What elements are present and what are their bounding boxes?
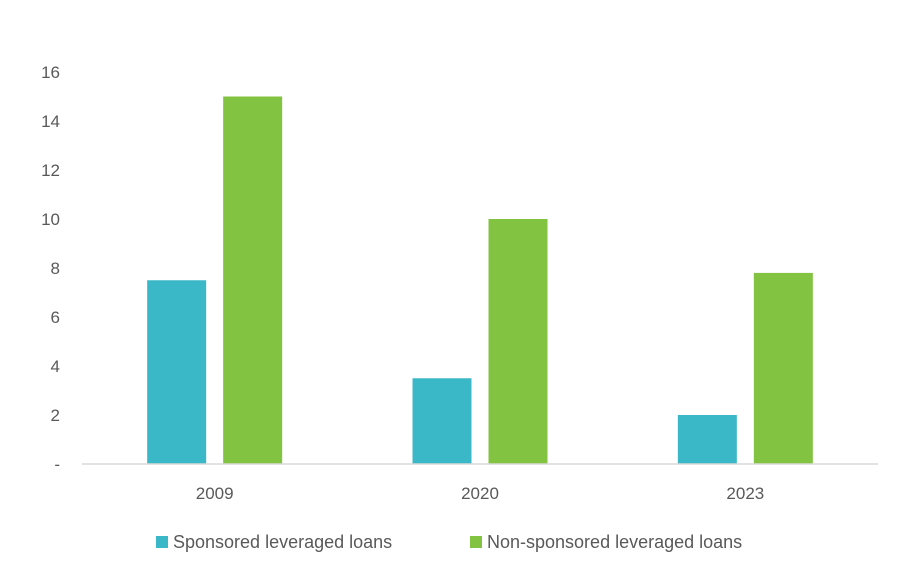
y-tick-label: 14 [41, 112, 60, 131]
y-axis-ticks: - 2 4 6 8 10 12 14 16 [41, 63, 60, 474]
x-tick-label: 2023 [726, 484, 764, 503]
bar [147, 280, 207, 464]
x-tick-label: 2020 [461, 484, 499, 503]
y-tick-label: 2 [51, 406, 60, 425]
bar [753, 272, 813, 464]
bar [677, 415, 737, 464]
bar [412, 378, 472, 464]
y-tick-label: 12 [41, 161, 60, 180]
legend-swatch [156, 536, 168, 548]
y-tick-label: 16 [41, 63, 60, 82]
x-axis-labels: 2009 2020 2023 [196, 484, 764, 503]
bar [488, 219, 548, 464]
legend: Sponsored leveraged loans Non-sponsored l… [156, 532, 742, 552]
legend-swatch [470, 536, 482, 548]
y-tick-label: - [54, 455, 60, 474]
x-tick-label: 2009 [196, 484, 234, 503]
bar [223, 96, 283, 464]
legend-label: Sponsored leveraged loans [173, 532, 392, 552]
legend-label: Non-sponsored leveraged loans [487, 532, 742, 552]
y-tick-label: 8 [51, 259, 60, 278]
y-tick-label: 10 [41, 210, 60, 229]
y-tick-label: 6 [51, 308, 60, 327]
y-tick-label: 4 [51, 357, 60, 376]
bars-group [147, 96, 813, 464]
